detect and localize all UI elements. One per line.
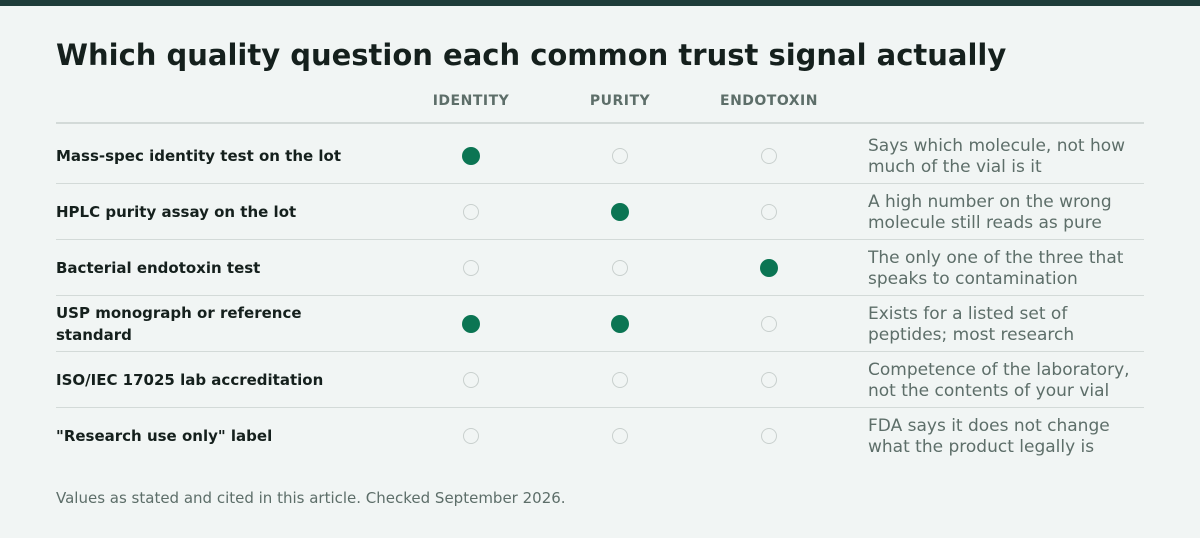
chart-title: Which quality question each common trust… <box>56 38 1007 72</box>
column-header-endotoxin: ENDOTOXIN <box>720 93 818 109</box>
row-divider <box>56 407 1144 408</box>
filled-dot-endotoxin <box>760 259 778 277</box>
table-row: USP monograph or reference standard Exist… <box>56 296 1144 352</box>
empty-dot-purity <box>612 372 628 388</box>
row-divider <box>56 351 1144 352</box>
filled-dot-identity <box>462 147 480 165</box>
filled-dot-purity <box>611 315 629 333</box>
filled-dot-purity <box>611 203 629 221</box>
header-divider <box>56 122 1144 124</box>
row-label: Bacterial endotoxin test <box>56 259 261 277</box>
row-note: The only one of the three that speaks to… <box>868 248 1124 289</box>
empty-dot-endotoxin <box>761 204 777 220</box>
row-divider <box>56 239 1144 240</box>
table-row: HPLC purity assay on the lot A high numbe… <box>56 184 1144 240</box>
row-note: A high number on the wrong molecule stil… <box>868 192 1112 233</box>
row-note: Exists for a listed set of peptides; mos… <box>868 304 1075 345</box>
row-note: FDA says it does not change what the pro… <box>868 416 1110 457</box>
empty-dot-identity <box>463 428 479 444</box>
row-note: Competence of the laboratory, not the co… <box>868 360 1130 401</box>
empty-dot-purity <box>612 428 628 444</box>
row-note: Says which molecule, not how much of the… <box>868 136 1126 177</box>
table-row: Bacterial endotoxin test The only one of … <box>56 240 1144 296</box>
row-label: ISO/IEC 17025 lab accreditation <box>56 371 324 389</box>
column-header-purity: PURITY <box>589 93 651 109</box>
empty-dot-endotoxin <box>761 428 777 444</box>
empty-dot-endotoxin <box>761 372 777 388</box>
empty-dot-endotoxin <box>761 316 777 332</box>
row-label: HPLC purity assay on the lot <box>56 203 297 221</box>
empty-dot-purity <box>612 260 628 276</box>
table-row: "Research use only" label FDA says it doe… <box>56 408 1144 464</box>
row-label: "Research use only" label <box>56 427 273 445</box>
footnote: Values as stated and cited in this artic… <box>56 489 566 507</box>
table-row: Mass-spec identity test on the lot Says w… <box>56 128 1144 184</box>
top-accent-bar <box>0 0 1200 6</box>
empty-dot-purity <box>612 148 628 164</box>
filled-dot-identity <box>462 315 480 333</box>
empty-dot-identity <box>463 260 479 276</box>
empty-dot-identity <box>463 204 479 220</box>
row-divider <box>56 183 1144 184</box>
row-divider <box>56 295 1144 296</box>
table-row: ISO/IEC 17025 lab accreditation Competenc… <box>56 352 1144 408</box>
empty-dot-endotoxin <box>761 148 777 164</box>
column-header-identity: IDENTITY <box>432 93 510 109</box>
row-label: Mass-spec identity test on the lot <box>56 147 342 165</box>
empty-dot-identity <box>463 372 479 388</box>
row-label: USP monograph or reference standard <box>56 304 302 344</box>
